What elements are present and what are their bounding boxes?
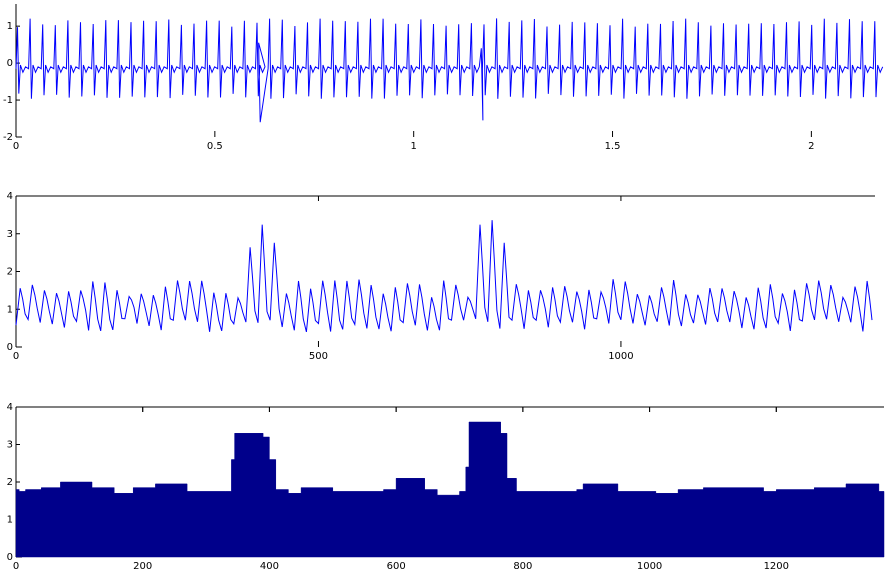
x-tick-label: 400 — [260, 561, 279, 572]
ecg-series-line — [15, 18, 884, 123]
y-tick-label: 4 — [7, 402, 13, 413]
x-tick-label: 0 — [13, 561, 19, 572]
x-tick-label: 600 — [387, 561, 406, 572]
y-tick-label: 1 — [7, 515, 13, 526]
x-tick-label: 200 — [133, 561, 152, 572]
signal-series-line — [15, 220, 873, 333]
panel-processed-signal: 0 1 2 3 4 0 500 1000 — [7, 191, 875, 362]
x-tick-label: 1.5 — [605, 141, 621, 152]
y-tick-label: 0 — [7, 342, 13, 353]
y-tick-label: 2 — [7, 267, 13, 278]
y-tick-label: -1 — [3, 95, 13, 106]
y-tick-label: 4 — [7, 191, 13, 202]
step-area-fill — [15, 421, 885, 558]
panel-step-area: 0 1 2 3 4 0 200 400 600 800 1000 1200 — [7, 402, 885, 572]
x-tick-label: 1000 — [637, 561, 662, 572]
y-tick-label: -2 — [3, 132, 13, 143]
y-tick-label: 1 — [7, 21, 13, 32]
x-tick-label: 1200 — [764, 561, 789, 572]
y-tick-label: 2 — [7, 477, 13, 488]
x-tick-label: 2 — [808, 141, 814, 152]
x-tick-label: 0 — [13, 141, 19, 152]
x-tick-label: 800 — [513, 561, 532, 572]
y-tick-label: 0 — [7, 552, 13, 563]
x-tick-label: 0 — [13, 351, 19, 362]
panel-ecg: -2 -1 0 1 0 0.5 1 1.5 2 — [3, 4, 884, 152]
y-tick-label: 3 — [7, 229, 13, 240]
x-tick-label: 1 — [410, 141, 416, 152]
x-tick-label: 0.5 — [207, 141, 223, 152]
y-tick-label: 1 — [7, 304, 13, 315]
y-tick-label: 0 — [7, 58, 13, 69]
x-tick-label: 1000 — [608, 351, 633, 362]
x-tick-label: 500 — [309, 351, 328, 362]
y-tick-label: 3 — [7, 440, 13, 451]
